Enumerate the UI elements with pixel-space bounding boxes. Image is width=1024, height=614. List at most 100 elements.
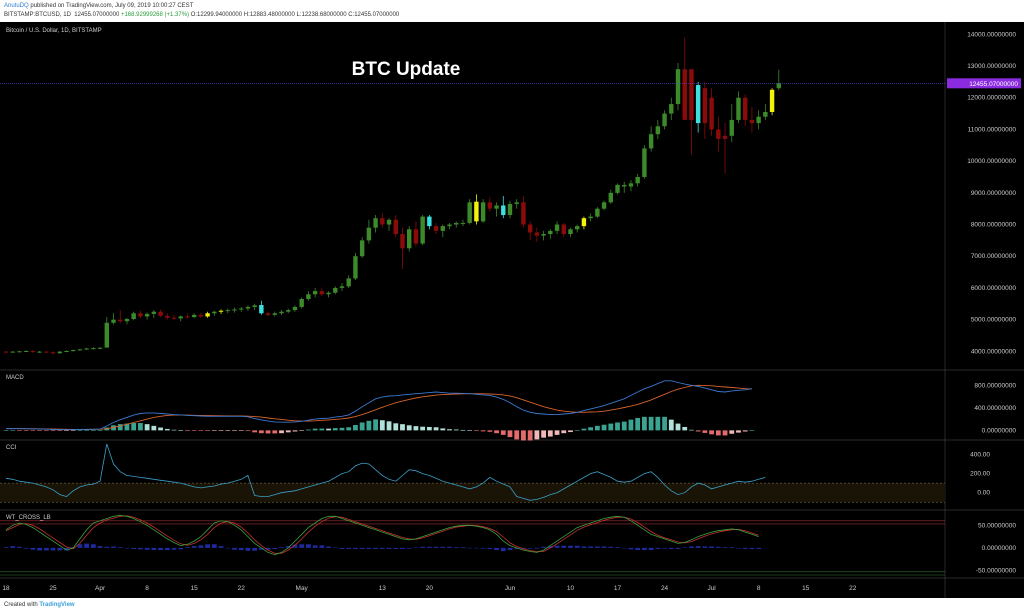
wt-diff-bar (621, 547, 627, 549)
macd-histogram-bar (675, 423, 681, 431)
ohlc-open-label: O: (190, 12, 198, 18)
wt-diff-bar (366, 547, 372, 549)
macd-histogram-bar (695, 430, 701, 432)
time-tick-label: 25 (49, 585, 57, 592)
candle-body (669, 104, 674, 114)
wt-diff-bar (218, 546, 224, 548)
candle-body (359, 240, 365, 257)
macd-histogram-bar (205, 430, 210, 432)
candle-body (601, 202, 607, 209)
wt-diff-bar (332, 547, 338, 549)
macd-histogram-bar (10, 430, 16, 431)
candle-body (91, 348, 96, 350)
candle-body (259, 305, 264, 314)
candle-body (346, 278, 351, 287)
candle-body (326, 292, 331, 295)
wt-diff-bar (198, 545, 204, 548)
wt-diff-bar (373, 547, 378, 549)
macd-histogram-bar (171, 429, 177, 431)
candle-body (151, 311, 157, 314)
candle-body (622, 184, 627, 187)
candle-body (709, 97, 714, 130)
chart-canvas[interactable]: Bitcoin / U.S. Dollar, 1D, BITSTAMP BTC … (0, 22, 1024, 598)
wt-diff-bar (615, 547, 620, 548)
candle-body (689, 69, 694, 120)
candle-body (111, 319, 116, 323)
macd-histogram-bar (90, 430, 96, 431)
candle-body (433, 226, 439, 231)
macd-histogram-bar (574, 430, 580, 431)
wt-diff-bar (359, 547, 365, 549)
wt-diff-bar (265, 547, 271, 550)
macd-histogram-bar (185, 430, 190, 431)
wt-diff-bar (433, 546, 439, 548)
candle-body (662, 113, 667, 127)
author-link[interactable]: AnutuDQ (4, 3, 29, 9)
macd-histogram-bar (312, 428, 318, 431)
wt-diff-bar (252, 547, 258, 551)
macd-histogram-bar (211, 430, 217, 431)
wt-tick-label: 50.00000000 (978, 522, 1016, 529)
macd-histogram-bar (339, 427, 345, 431)
candle-body (541, 234, 546, 236)
wt-diff-bar (285, 546, 291, 548)
macd-histogram-bar (400, 424, 405, 431)
macd-histogram-bar (70, 430, 76, 431)
candle-body (407, 229, 412, 249)
wt-diff-bar (171, 547, 177, 550)
macd-histogram-bar (541, 430, 546, 438)
macd-histogram-bar (527, 430, 533, 441)
price-tick-label: 11000.00000000 (968, 126, 1017, 133)
wt-diff-bar (37, 547, 42, 551)
wt-diff-bar (30, 547, 36, 550)
cci-band-fill (0, 483, 945, 503)
wt-diff-bar (561, 545, 567, 548)
chart-background (0, 22, 1024, 598)
time-tick-label: May (296, 585, 309, 592)
macd-histogram-bar (64, 430, 69, 431)
macd-histogram-bar (709, 430, 714, 435)
macd-histogram-bar (729, 430, 735, 434)
macd-histogram-bar (373, 419, 378, 431)
macd-histogram-bar (306, 429, 311, 431)
macd-tick-label: 400.00000000 (974, 405, 1016, 412)
macd-histogram-bar (682, 426, 688, 431)
macd-histogram-bar (722, 430, 728, 436)
macd-histogram-bar (588, 427, 594, 431)
macd-histogram-bar (453, 429, 459, 431)
wt-diff-bar (574, 545, 580, 548)
candle-body (30, 351, 36, 353)
time-tick-label: 13 (379, 585, 387, 592)
ohlc-close-label: C: (348, 12, 355, 18)
candle-body (71, 350, 76, 352)
macd-histogram-bar (50, 430, 56, 431)
time-tick-label: 22 (849, 585, 857, 592)
macd-histogram-bar (97, 430, 103, 431)
macd-histogram-bar (507, 430, 513, 438)
wt-diff-bar (447, 546, 452, 548)
candle-body (581, 218, 587, 227)
time-tick-label: 20 (426, 585, 434, 592)
candle-body (548, 230, 553, 235)
macd-histogram-bar (245, 430, 251, 432)
price-tick-label: 7000.00000000 (971, 253, 1017, 260)
tradingview-logo[interactable]: TradingView (39, 602, 75, 608)
macd-pane-title: MACD (6, 375, 24, 381)
wt-diff-bar (191, 546, 197, 548)
macd-histogram-bar (124, 423, 130, 431)
ohlc-low-value: 12238.68000000 (301, 12, 347, 18)
candle-body (776, 83, 781, 89)
wt-diff-bar (57, 547, 63, 551)
candle-body (554, 224, 560, 231)
macd-histogram-bar (292, 430, 298, 432)
candle-body (319, 291, 325, 295)
price-tick-label: 12000.00000000 (967, 95, 1016, 102)
wt-diff-bar (467, 547, 473, 549)
candle-body (615, 184, 620, 193)
wt-diff-bar (588, 546, 594, 548)
candle-body (17, 351, 22, 353)
cci-tick-label: 200.00 (970, 471, 990, 478)
candle-body (722, 135, 728, 139)
candle-body (37, 351, 42, 353)
macd-histogram-bar (198, 430, 204, 431)
